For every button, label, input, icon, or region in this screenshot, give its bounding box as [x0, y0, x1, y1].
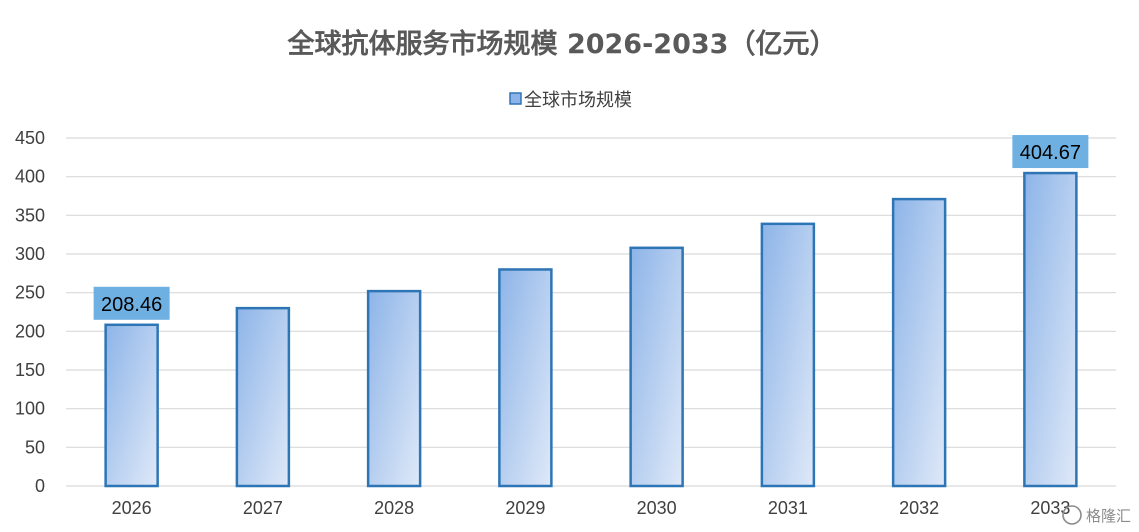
bar — [760, 222, 816, 488]
y-tick-label: 50 — [25, 437, 45, 457]
data-label-text: 404.67 — [1020, 142, 1081, 164]
x-tick-label: 2028 — [374, 498, 414, 518]
y-tick-label: 250 — [15, 283, 45, 303]
y-tick-label: 450 — [15, 128, 45, 148]
bar — [1023, 171, 1078, 488]
bar — [498, 268, 553, 488]
bar — [629, 246, 684, 488]
x-axis-tick-labels: 2026 2027 2028 2029 2030 2031 2032 2033 — [112, 498, 1071, 518]
gridlines — [66, 137, 1116, 487]
watermark-logo-icon — [1062, 505, 1082, 525]
bar — [366, 289, 422, 488]
bar — [235, 306, 291, 488]
y-tick-label: 100 — [15, 399, 45, 419]
y-tick-label: 400 — [15, 167, 45, 187]
y-axis-tick-labels: 0 50 100 150 200 250 300 350 400 450 — [15, 128, 45, 496]
y-tick-label: 200 — [15, 321, 45, 341]
legend-swatch — [509, 92, 522, 105]
legend: 全球市场规模 — [509, 90, 632, 111]
bar — [891, 197, 947, 488]
x-tick-label: 2033 — [1030, 498, 1070, 518]
watermark-text: 格隆汇 — [1086, 507, 1131, 525]
data-labels: 208.46 404.67 — [93, 135, 1089, 320]
x-tick-label: 2026 — [112, 498, 152, 518]
x-tick-label: 2031 — [768, 498, 808, 518]
legend-label: 全球市场规模 — [524, 90, 632, 111]
data-label-background — [93, 286, 170, 320]
x-tick-label: 2030 — [637, 498, 677, 518]
x-tick-label: 2032 — [899, 498, 939, 518]
y-tick-label: 150 — [15, 360, 45, 380]
data-label-text: 208.46 — [101, 294, 162, 316]
bars — [104, 171, 1078, 488]
x-tick-label: 2029 — [505, 498, 545, 518]
y-tick-label: 300 — [15, 244, 45, 264]
y-tick-label: 350 — [15, 205, 45, 225]
x-tick-label: 2027 — [243, 498, 283, 518]
watermark: 格隆汇 — [1062, 505, 1131, 525]
y-tick-label: 0 — [35, 476, 45, 496]
data-label: 404.67 — [1012, 135, 1089, 169]
bar — [104, 323, 159, 488]
chart-title: 全球抗体服务市场规模 2026-2033（亿元） — [287, 28, 837, 60]
data-label: 208.46 — [93, 286, 170, 320]
data-label-background — [1012, 135, 1089, 169]
